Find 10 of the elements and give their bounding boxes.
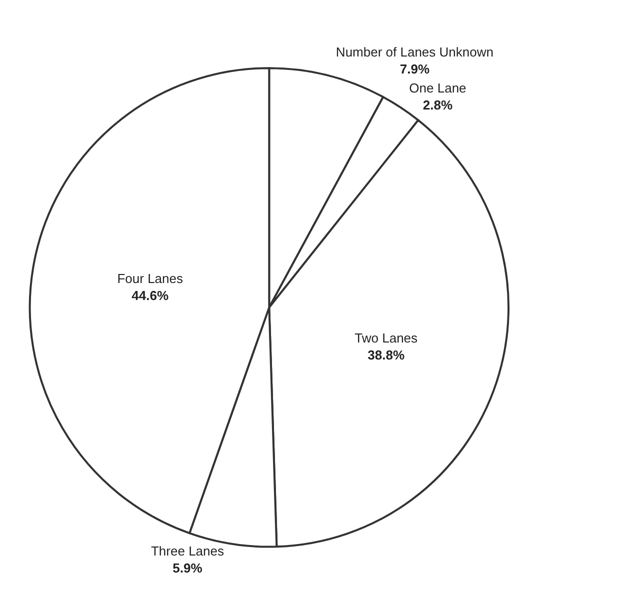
slice-label: One Lane (409, 80, 466, 96)
data-label: 38.8% (368, 347, 405, 362)
slice-label: Number of Lanes Unknown (336, 44, 494, 60)
slice-label: Four Lanes (117, 271, 184, 286)
data-label: 44.6% (132, 288, 169, 304)
data-label: 2.8% (422, 98, 453, 113)
data-label: 7.9% (400, 61, 430, 76)
slice-label: Three Lanes (150, 544, 224, 559)
slice-label: Two Lanes (354, 330, 418, 346)
data-label: 5.9% (172, 560, 203, 576)
